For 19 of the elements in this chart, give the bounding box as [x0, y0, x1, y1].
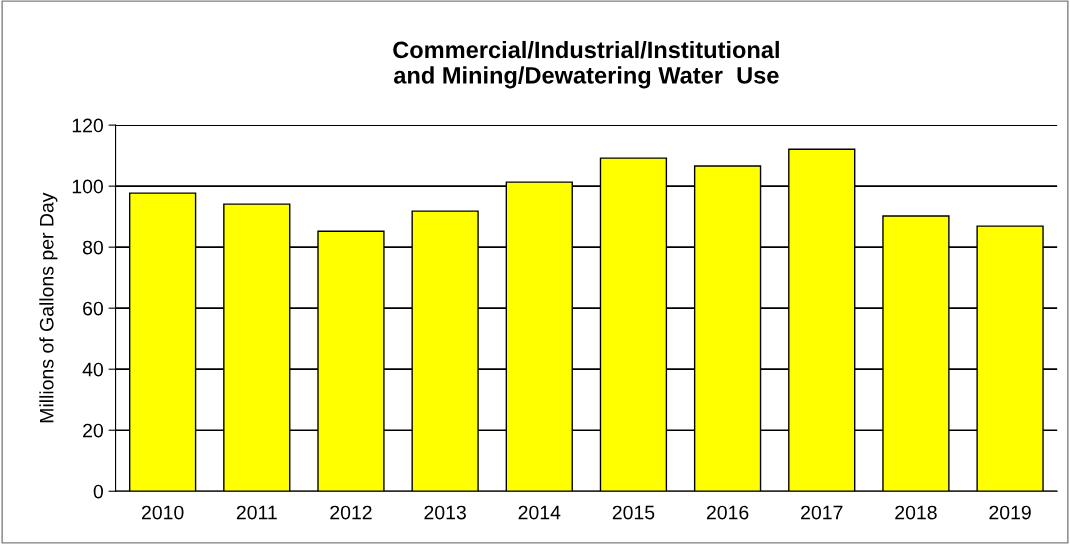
y-axis-title: Millions of Gallons per Day	[39, 192, 58, 423]
y-tick-label: 120	[72, 118, 103, 133]
x-tick-label: 2014	[518, 505, 561, 520]
y-tick-label: 60	[83, 301, 103, 316]
x-tick-label: 2010	[141, 505, 184, 520]
x-tick-label: 2016	[706, 505, 749, 520]
x-tick-label: 2017	[801, 505, 843, 520]
x-tick-label: 2018	[895, 505, 937, 520]
x-tick-label: 2015	[612, 505, 655, 520]
x-tick-label: 2013	[424, 505, 466, 520]
y-tick-label: 80	[82, 240, 103, 255]
y-tick-label: 40	[82, 362, 103, 377]
y-tick-label: 20	[83, 423, 103, 438]
y-tick-label: 0	[93, 484, 103, 499]
y-tick-label: 100	[72, 179, 103, 194]
x-tick-label: 2011	[236, 505, 277, 520]
x-tick-label: 2019	[989, 505, 1031, 520]
chart-title: Commercial/Industrial/Institutional and Mining/Dewatering Water Use	[393, 40, 779, 89]
x-tick-label: 2012	[330, 505, 372, 520]
